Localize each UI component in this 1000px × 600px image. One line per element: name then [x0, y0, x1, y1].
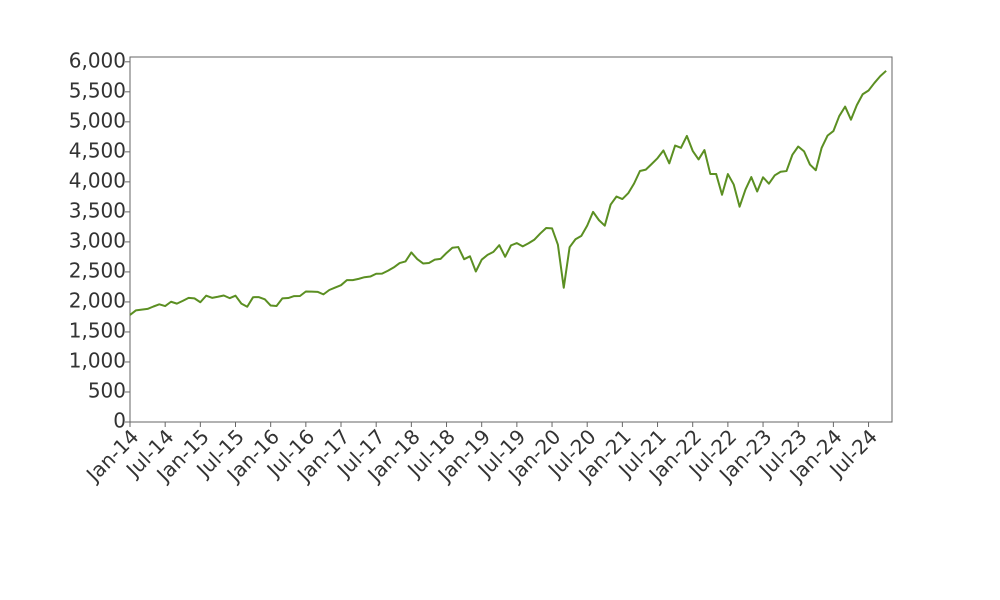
y-tick-label: 6,000	[69, 48, 126, 72]
y-tick-label: 4,000	[69, 168, 126, 192]
y-tick-label: 500	[88, 378, 126, 402]
y-tick-label: 1,500	[69, 318, 126, 342]
y-tick-label: 3,500	[69, 198, 126, 222]
y-tick-label: 4,500	[69, 138, 126, 162]
y-tick-label: 5,500	[69, 78, 126, 102]
y-tick-label: 0	[113, 409, 126, 433]
y-tick-label: 3,000	[69, 228, 126, 252]
y-tick-label: 2,000	[69, 288, 126, 312]
y-tick-label: 2,500	[69, 258, 126, 282]
plot-frame	[129, 56, 893, 423]
y-tick-label: 5,000	[69, 108, 126, 132]
line-series	[129, 70, 887, 316]
y-tick-label: 1,000	[69, 348, 126, 372]
